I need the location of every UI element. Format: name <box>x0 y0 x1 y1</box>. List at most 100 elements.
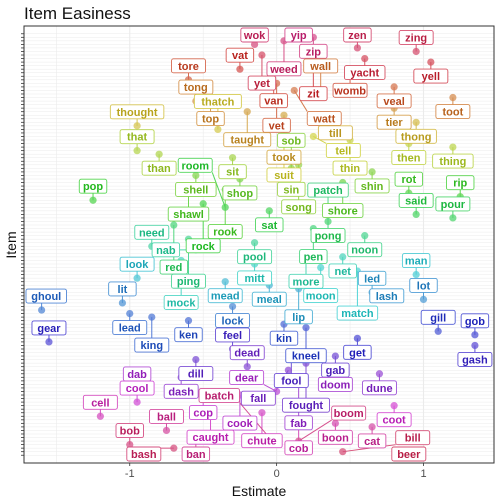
label-fought: fought <box>282 397 330 413</box>
label-box <box>401 253 431 269</box>
label-zip: zip <box>299 43 328 59</box>
label-box <box>171 273 206 289</box>
label-box <box>303 288 339 303</box>
point-net <box>339 253 347 261</box>
label-box <box>193 93 242 109</box>
label-nab: nab <box>151 242 181 258</box>
label-shell: shell <box>175 181 217 197</box>
label-gill: gill <box>420 309 456 325</box>
label-match: match <box>336 305 379 321</box>
label-text: gash <box>462 354 488 366</box>
label-kneel: kneel <box>285 348 327 364</box>
label-text: taught <box>230 135 264 147</box>
label-box <box>240 390 276 406</box>
label-box <box>222 415 258 431</box>
label-text: tore <box>178 61 199 73</box>
point-zen <box>353 44 362 52</box>
label-box <box>347 242 383 258</box>
label-box <box>229 345 265 361</box>
label-text: song <box>286 202 312 214</box>
label-box <box>262 117 291 133</box>
label-box <box>361 380 397 396</box>
label-text: room <box>181 160 209 172</box>
label-text: thought <box>117 107 158 119</box>
label-text: sit <box>226 167 239 179</box>
label-ghoul: ghoul <box>25 288 67 304</box>
point-took <box>280 111 288 119</box>
label-boom: boom <box>331 405 367 421</box>
label-text: coot <box>383 415 407 427</box>
label-box <box>215 327 251 343</box>
label-text: said <box>405 195 427 207</box>
label-text: toot <box>442 107 463 119</box>
label-box <box>435 104 471 119</box>
label-tier: tier <box>376 114 412 130</box>
point-taught <box>243 108 251 116</box>
label-pool: pool <box>237 249 273 265</box>
label-dab: dab <box>122 366 152 382</box>
label-shawl: shawl <box>167 206 210 222</box>
label-box <box>266 149 302 165</box>
label-need: need <box>134 224 170 240</box>
point-room <box>221 203 229 211</box>
label-box <box>322 203 364 218</box>
label-box <box>207 288 243 304</box>
label-ball: ball <box>149 408 184 424</box>
label-box <box>343 27 372 43</box>
label-text: suit <box>274 170 294 182</box>
label-text: patch <box>313 185 343 197</box>
label-text: thong <box>401 131 432 143</box>
label-box <box>398 192 434 208</box>
point-get <box>353 334 362 342</box>
label-sin: sin <box>277 181 306 197</box>
point-yet <box>258 51 266 59</box>
point-look <box>133 274 141 282</box>
point-man <box>412 271 420 279</box>
label-box <box>391 150 427 166</box>
point-wok <box>250 40 259 48</box>
label-taught: taught <box>223 132 272 148</box>
label-lot: lot <box>409 277 438 293</box>
label-shore: shore <box>322 203 364 218</box>
label-text: led <box>364 273 380 285</box>
label-lock: lock <box>215 313 251 328</box>
point-said <box>412 210 420 218</box>
label-gab: gab <box>321 362 350 378</box>
point-chute <box>258 409 266 417</box>
label-dash: dash <box>163 383 199 399</box>
label-text: fought <box>289 400 324 412</box>
label-text: nab <box>156 245 176 257</box>
label-box <box>31 320 67 336</box>
y-axis-title: Item <box>3 231 19 258</box>
label-suit: suit <box>266 167 302 183</box>
label-box <box>328 263 357 279</box>
label-text: feel <box>223 330 242 342</box>
label-text: get <box>349 347 366 359</box>
label-box <box>398 30 434 45</box>
label-text: top <box>202 114 219 126</box>
point-thatch <box>214 125 222 133</box>
label-text: shawl <box>173 209 204 221</box>
label-gob: gob <box>460 313 490 329</box>
label-box <box>284 27 313 43</box>
label-feel: feel <box>215 327 251 343</box>
point-ball <box>162 426 171 435</box>
label-box <box>141 160 177 176</box>
label-cool: cool <box>119 380 155 396</box>
point-yell <box>427 58 435 66</box>
label-bill: bill <box>395 430 431 446</box>
label-text: lip <box>292 312 305 324</box>
label-text: sin <box>283 184 299 196</box>
point-cell <box>96 412 104 420</box>
label-pour: pour <box>435 196 471 212</box>
label-text: shop <box>227 188 254 200</box>
label-box <box>163 383 199 399</box>
label-ban: ban <box>181 446 211 462</box>
label-shop: shop <box>222 185 258 201</box>
label-text: gear <box>37 323 61 335</box>
label-box <box>181 446 211 462</box>
label-box <box>167 206 210 222</box>
label-boon: boon <box>317 429 353 445</box>
label-box <box>223 132 272 148</box>
label-box <box>299 249 328 265</box>
